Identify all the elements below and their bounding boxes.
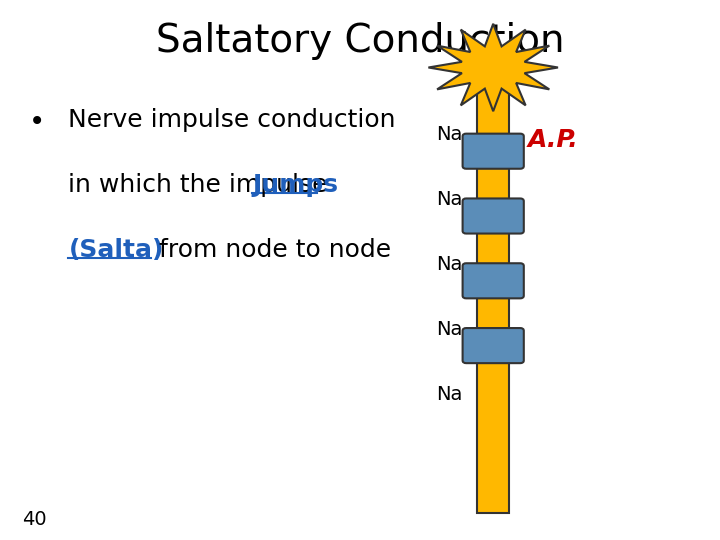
FancyBboxPatch shape — [463, 328, 524, 363]
Text: Na: Na — [436, 384, 463, 404]
Text: 40: 40 — [22, 510, 46, 529]
Text: (Salta): (Salta) — [68, 238, 163, 261]
Text: in which the impulse: in which the impulse — [68, 173, 336, 197]
Text: A.P.: A.P. — [527, 129, 578, 152]
FancyBboxPatch shape — [463, 263, 524, 298]
FancyBboxPatch shape — [463, 134, 524, 168]
Polygon shape — [428, 24, 558, 111]
Text: from node to node: from node to node — [151, 238, 392, 261]
Text: Na: Na — [436, 190, 463, 210]
Bar — [477, 70, 510, 513]
Text: •: • — [29, 108, 45, 136]
Text: Nerve impulse conduction: Nerve impulse conduction — [68, 108, 396, 132]
Text: Na: Na — [436, 125, 463, 145]
FancyBboxPatch shape — [463, 198, 524, 233]
Text: Na: Na — [436, 255, 463, 274]
Text: Na: Na — [436, 320, 463, 339]
Text: Jumps: Jumps — [252, 173, 338, 197]
Text: Saltatory Conduction: Saltatory Conduction — [156, 22, 564, 59]
